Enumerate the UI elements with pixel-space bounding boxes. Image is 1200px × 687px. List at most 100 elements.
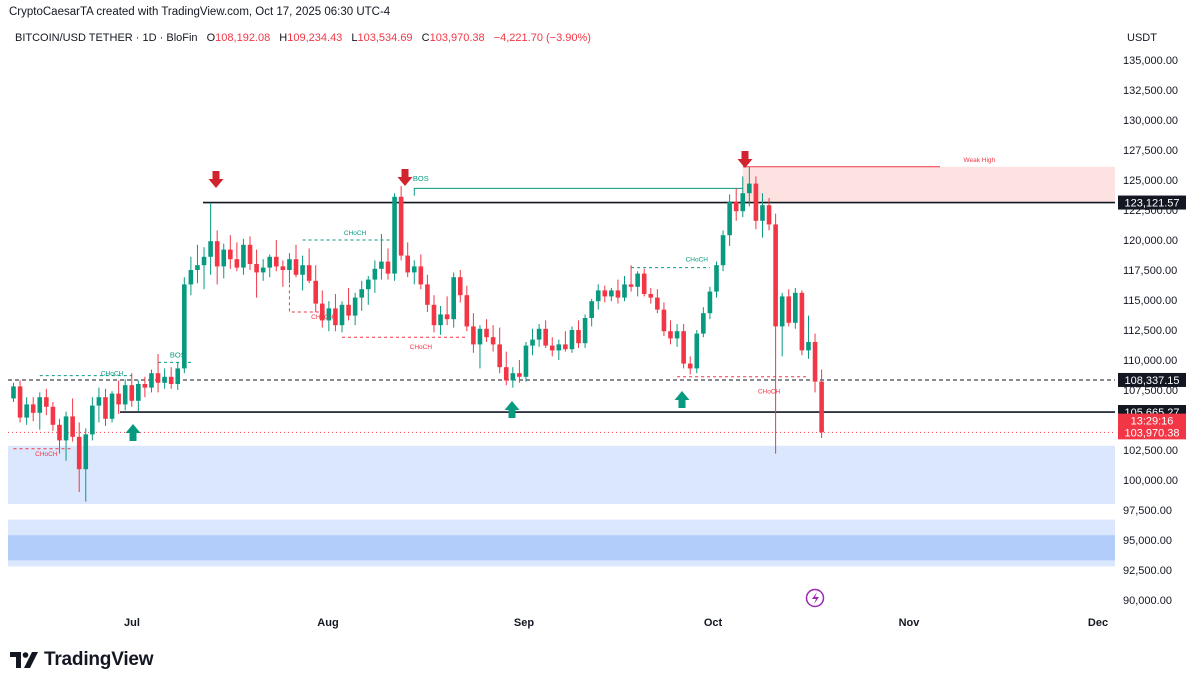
candle-body <box>267 256 273 268</box>
price-label-box <box>1118 195 1186 210</box>
close-value: 103,970.38 <box>429 32 485 44</box>
y-tick-label: 112,500.00 <box>1123 325 1177 337</box>
candle-body <box>701 313 706 334</box>
candle-body <box>195 265 200 270</box>
candle-body <box>484 328 489 338</box>
candle-body <box>136 384 141 401</box>
candle-body <box>103 397 108 419</box>
candle-body <box>44 397 49 407</box>
candle-body <box>221 249 227 267</box>
candle-body <box>247 244 253 264</box>
y-tick-label: 95,000.00 <box>1123 535 1172 547</box>
annotation-label: CHoCH <box>35 451 58 458</box>
candle-body <box>819 381 824 433</box>
candle-body <box>379 261 384 269</box>
candle-body <box>720 235 726 266</box>
candle-body <box>668 331 673 339</box>
candle-body <box>392 196 397 274</box>
lightning-icon <box>805 588 825 608</box>
candle-body <box>30 404 36 413</box>
tradingview-logo-icon <box>10 652 38 668</box>
price-label: 123,121.57 <box>1124 198 1179 210</box>
candle-body <box>733 201 739 212</box>
candle-body <box>582 318 588 344</box>
demand-zone-lower-inner <box>8 535 1115 561</box>
y-tick-label: 132,500.00 <box>1123 85 1178 97</box>
y-tick-label: 102,500.00 <box>1123 445 1178 457</box>
annotation-label: CHoCH <box>311 314 334 321</box>
y-tick-label: 120,000.00 <box>1123 235 1178 247</box>
candle-body <box>142 384 148 388</box>
candle-body <box>17 386 23 418</box>
candle-body <box>182 284 187 369</box>
candle-body <box>635 273 640 287</box>
low-value: 103,534.69 <box>357 32 413 44</box>
candle-body <box>648 294 654 298</box>
candle-body <box>760 205 765 221</box>
y-tick-label: 97,500.00 <box>1123 505 1172 517</box>
candle-body <box>76 436 82 470</box>
candle-body <box>569 330 575 350</box>
candle-body <box>260 267 266 273</box>
candle-body <box>372 268 378 280</box>
currency-label[interactable]: USDT <box>1127 32 1157 44</box>
candle-body <box>793 292 798 323</box>
tradingview-logo[interactable]: TradingView <box>10 649 154 671</box>
candle-body <box>806 342 811 351</box>
candle-body <box>425 284 430 305</box>
candle-body <box>365 279 371 290</box>
candle-body <box>50 406 56 425</box>
candle-body <box>83 434 89 470</box>
candle-body <box>549 345 555 351</box>
candle-body <box>149 373 154 388</box>
candle-body <box>274 256 279 267</box>
candle-body <box>674 331 680 339</box>
low-key: L <box>351 32 358 44</box>
annotation-label: CHoCH <box>758 389 781 396</box>
annotation-label: BOS <box>170 351 186 360</box>
candle-body <box>786 296 792 323</box>
up-arrow-icon <box>674 391 690 408</box>
candle-body <box>694 333 700 369</box>
y-tick-label: 117,500.00 <box>1123 265 1177 277</box>
candle-body <box>70 416 75 437</box>
candle-body <box>799 292 805 351</box>
annotation-label: CHoCH <box>344 230 367 237</box>
supply-zone <box>742 166 1115 203</box>
candle-body <box>707 291 713 314</box>
candle-body <box>687 363 693 369</box>
candle-body <box>228 249 233 260</box>
candle-body <box>241 244 246 268</box>
candle-body <box>589 301 594 318</box>
close-key: C <box>421 32 430 44</box>
candle-body <box>510 373 516 381</box>
candle-body <box>523 345 529 377</box>
candle-body <box>385 261 391 274</box>
candle-body <box>11 386 16 399</box>
annotation-label: CHoCH <box>686 257 709 264</box>
candle-body <box>37 397 43 413</box>
candle-body <box>615 290 621 298</box>
candle-body <box>714 265 719 292</box>
symbol-name[interactable]: BITCOIN/USD TETHER · 1D · BloFin <box>15 32 198 44</box>
candle-body <box>431 304 437 326</box>
annotation-label: BOS <box>413 174 429 183</box>
candle-body <box>490 337 496 345</box>
candle-body <box>352 297 358 316</box>
chart-credit: CryptoCaesarTA created with TradingView.… <box>9 6 391 18</box>
annotation-label: CHoCH <box>410 344 433 351</box>
annotation-label: CHoCH <box>101 371 124 378</box>
high-key: H <box>279 32 288 44</box>
candle-body <box>556 344 562 351</box>
candle-body <box>122 385 128 405</box>
candle-body <box>326 308 332 321</box>
candle-body <box>313 280 319 304</box>
x-tick-label: Sep <box>514 617 534 629</box>
candle-body <box>168 376 174 384</box>
candle-body <box>405 255 410 273</box>
candle-body <box>293 259 299 275</box>
candle-body <box>563 344 568 350</box>
y-tick-label: 90,000.00 <box>1123 595 1172 607</box>
candle-body <box>175 368 181 384</box>
